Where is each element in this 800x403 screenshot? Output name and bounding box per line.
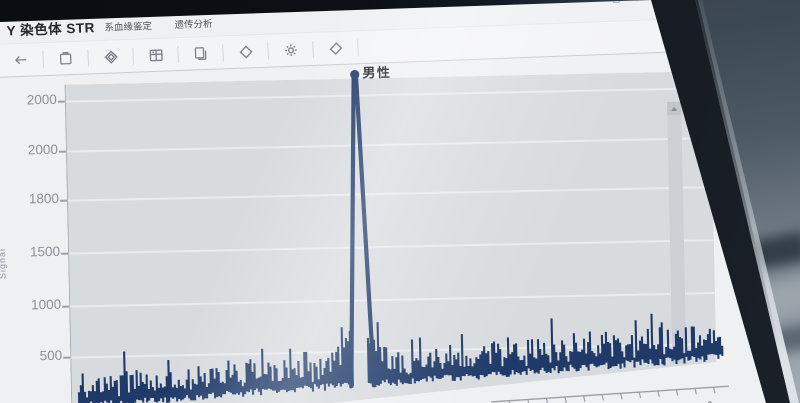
copy-page-icon [194, 47, 207, 61]
marker-alt-button[interactable] [318, 35, 353, 62]
back-arrow-icon [14, 55, 27, 65]
layers-diamond-icon [103, 49, 118, 64]
y-tick-mark [63, 356, 71, 359]
y-tick-label: 2000 [27, 141, 59, 158]
y-tick-mark [57, 100, 65, 103]
window-chrome: Y 染色体 STR 系血缘鉴定 遗传分析 – ▢ ✕ [0, 0, 714, 85]
y-tick-label: 2000 [26, 91, 57, 108]
close-button[interactable]: ✕ [635, 0, 643, 4]
window-grid-icon [149, 48, 163, 61]
menu-item-genetics[interactable]: 遗传分析 [174, 18, 213, 32]
y-tick-mark [59, 199, 67, 202]
layers-button[interactable] [93, 43, 128, 70]
y-tick-mark [58, 150, 66, 153]
open-file-button[interactable] [48, 45, 83, 72]
toolbar [0, 16, 714, 78]
marker-button[interactable] [228, 38, 263, 65]
signal-trace-chart: AB61B6RTATBTBSTASTR [77, 69, 730, 403]
clipboard-icon [59, 51, 72, 65]
settings-button[interactable] [273, 36, 308, 63]
diamond-icon [239, 45, 253, 59]
gear-icon [284, 44, 297, 56]
copy-page-button[interactable] [183, 40, 218, 67]
peak-annotation-label: 男性 [362, 64, 392, 81]
menu-item-kinship[interactable]: 系血缘鉴定 [104, 21, 153, 34]
svg-text:STR: STR [699, 399, 717, 403]
y-tick-label: 1500 [29, 243, 61, 260]
y-axis-title: Signal [0, 247, 8, 280]
y-tick-mark [61, 252, 69, 255]
y-tick-mark [62, 305, 70, 308]
y-tick-label: 1000 [30, 296, 62, 313]
back-button[interactable] [3, 46, 38, 73]
y-tick-label: 500 [39, 347, 63, 364]
y-tick-label: 1800 [28, 190, 60, 207]
panel-layout-button[interactable] [138, 41, 173, 68]
diamond-alt-icon [329, 41, 342, 55]
chart-area: Signal 2000 2000 1800 1500 1000 500 [0, 43, 768, 403]
svg-text:STA: STA [681, 400, 698, 403]
